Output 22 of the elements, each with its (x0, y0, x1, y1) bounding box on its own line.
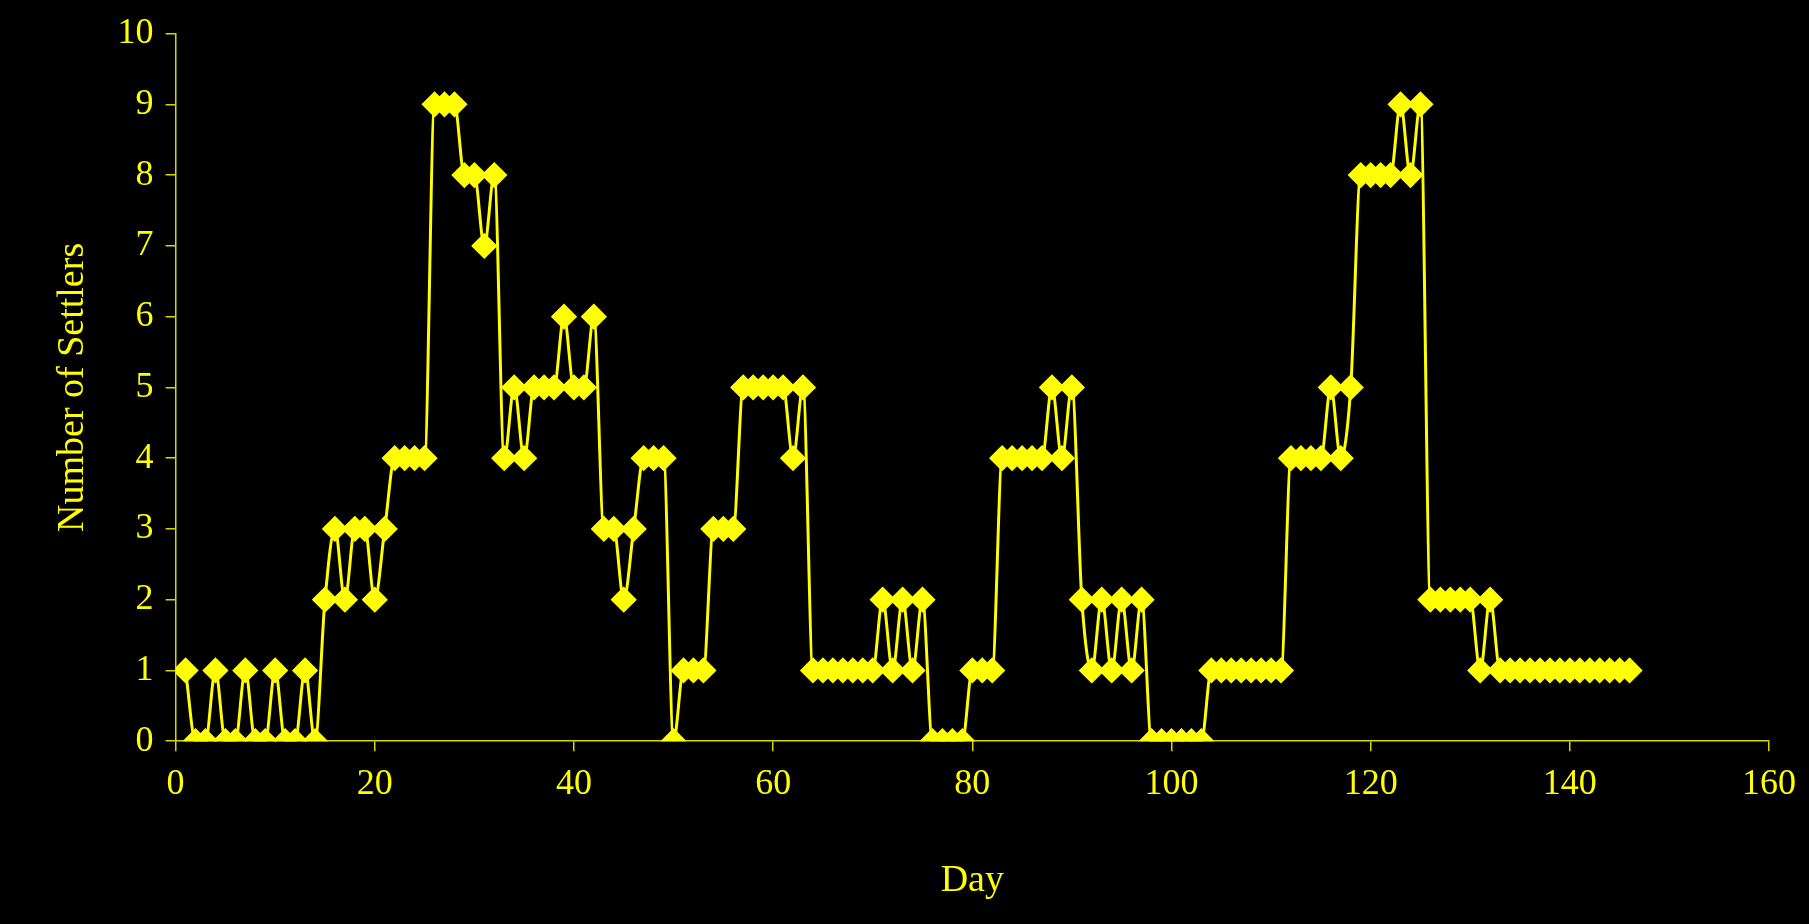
y-tick-label: 10 (117, 11, 154, 52)
y-tick-label: 9 (135, 81, 154, 122)
y-tick-label: 5 (135, 364, 154, 405)
y-tick-label: 3 (135, 506, 154, 547)
x-tick-label: 100 (1144, 762, 1199, 803)
x-axis-title: Day (940, 857, 1004, 900)
x-tick-label: 120 (1343, 762, 1398, 803)
y-tick-label: 4 (135, 435, 154, 476)
y-tick-label: 7 (135, 223, 154, 264)
x-tick-label: 40 (555, 762, 592, 803)
x-tick-label: 20 (356, 762, 393, 803)
y-tick-label: 0 (135, 718, 154, 759)
x-tick-label: 80 (954, 762, 991, 803)
y-tick-label: 8 (135, 152, 154, 193)
y-tick-label: 1 (135, 647, 154, 688)
y-axis-title: Number of Settlers (48, 242, 91, 532)
x-tick-label: 60 (755, 762, 792, 803)
y-tick-label: 6 (135, 294, 154, 335)
x-tick-label: 0 (166, 762, 185, 803)
y-tick-label: 2 (135, 577, 154, 618)
x-tick-label: 140 (1542, 762, 1597, 803)
x-tick-label: 160 (1742, 762, 1796, 803)
